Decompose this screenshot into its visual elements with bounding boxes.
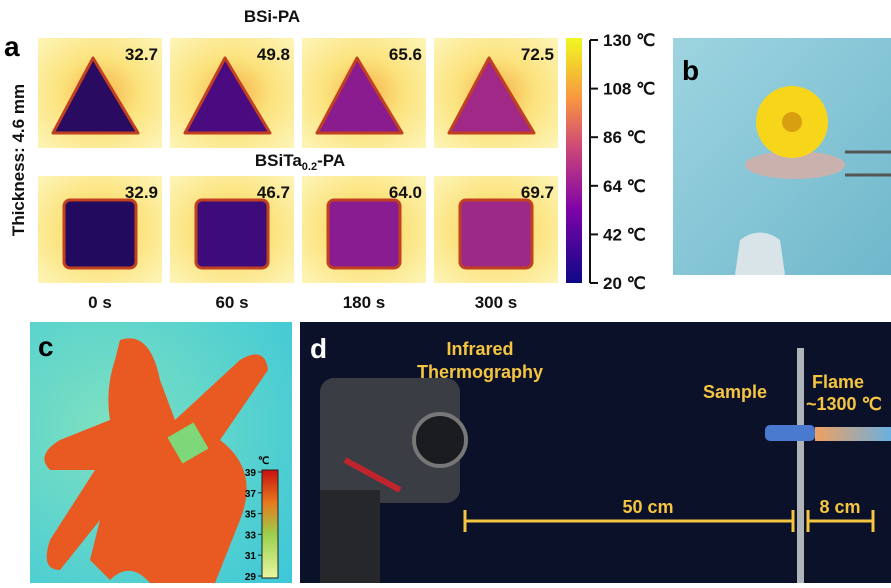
square-sample [460, 200, 532, 268]
flame-label: Flame [812, 372, 864, 392]
temperature: 65.6 [389, 45, 422, 64]
figure: a BSi-PA BSiTa0.2-PA Thickness: 4.6 mm 3… [0, 0, 891, 583]
panel-label: b [682, 55, 699, 86]
colorbar [566, 38, 582, 283]
camera-label: Thermography [417, 362, 543, 382]
colorbar-ticks: 130 ℃ 108 ℃ 86 ℃ 64 ℃ 42 ℃ 20 ℃ [590, 31, 655, 293]
distance-label: 8 cm [819, 497, 860, 517]
thermal-images: 32.7 32.9 0 s 49.8 46.7 60 s 65.6 64.0 180 s 72.5… [38, 38, 558, 312]
side-label: Thickness: 4.6 mm [9, 84, 28, 236]
colorbar-label: 64 ℃ [603, 177, 646, 196]
colorbar-label: 29 [245, 572, 257, 583]
title-part: BSiTa [255, 151, 302, 170]
distance-label: 50 cm [622, 497, 673, 517]
colorbar-label: 39 [245, 468, 257, 479]
colorbar-label: 130 ℃ [603, 31, 655, 50]
flame [815, 427, 891, 441]
camera-label: Infrared [446, 339, 513, 359]
panel-label: d [310, 333, 327, 364]
temperature: 72.5 [521, 45, 554, 64]
sample-label: Sample [703, 382, 767, 402]
tripod [320, 490, 380, 583]
colorbar-label: 86 ℃ [603, 128, 646, 147]
time-label: 0 s [88, 293, 112, 312]
colorbar-label: 42 ℃ [603, 225, 646, 244]
panel-label: a [4, 31, 20, 62]
time-label: 300 s [475, 293, 518, 312]
row-title: BSiTa0.2-PA [255, 151, 345, 173]
panel-label: c [38, 331, 54, 362]
title-sub: 0.2 [302, 161, 317, 173]
temperature: 69.7 [521, 183, 554, 202]
row-title: BSi-PA [244, 7, 300, 26]
camera-lens [414, 414, 466, 466]
unit: ℃ [258, 456, 269, 467]
title-part: -PA [317, 151, 345, 170]
bottle [735, 233, 785, 276]
rod [797, 348, 804, 583]
colorbar-c [262, 470, 278, 578]
time-label: 60 s [215, 293, 248, 312]
flower-center [782, 112, 802, 132]
time-label: 180 s [343, 293, 386, 312]
square-sample [328, 200, 400, 268]
temperature: 32.9 [125, 183, 158, 202]
flame-label: ~1300 ℃ [806, 394, 882, 414]
colorbar-label: 108 ℃ [603, 80, 655, 99]
temperature: 49.8 [257, 45, 290, 64]
colorbar-label: 20 ℃ [603, 274, 646, 293]
temperature: 32.7 [125, 45, 158, 64]
colorbar-label: 37 [245, 489, 257, 500]
temperature: 64.0 [389, 183, 422, 202]
clamp [765, 425, 815, 441]
colorbar-label: 31 [245, 551, 257, 562]
temperature: 46.7 [257, 183, 290, 202]
colorbar-label: 33 [245, 530, 257, 541]
colorbar-label: 35 [245, 510, 257, 521]
square-sample [64, 200, 136, 268]
square-sample [196, 200, 268, 268]
